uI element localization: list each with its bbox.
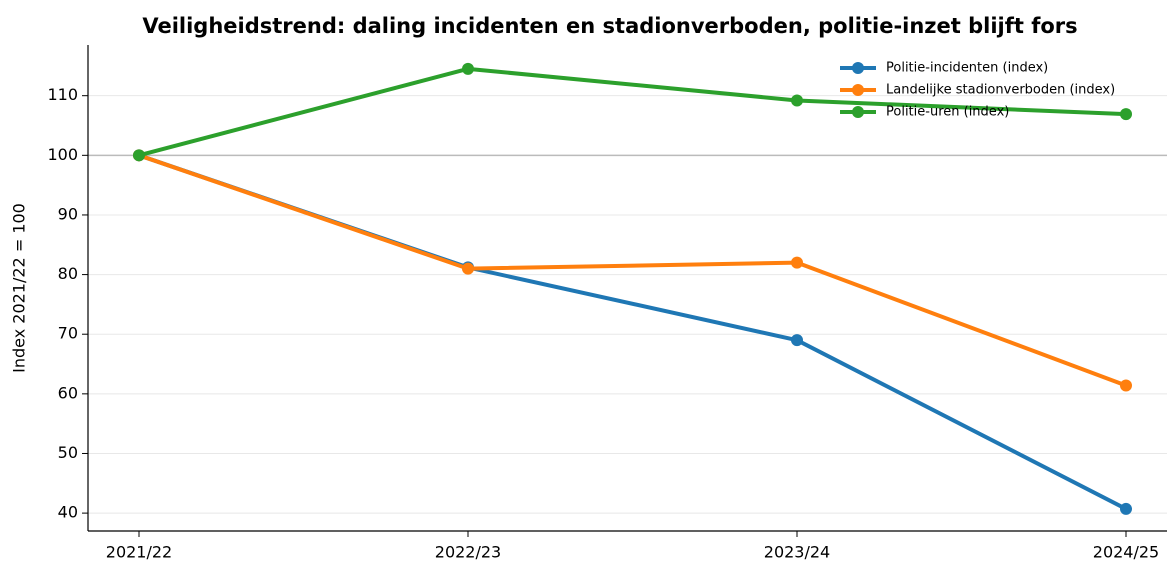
y-tick-label: 110: [47, 85, 78, 104]
y-tick-label: 100: [47, 145, 78, 164]
series-line: [138, 153, 1127, 388]
data-point: [1120, 108, 1132, 121]
data-point: [791, 94, 803, 107]
legend-label: Politie-incidenten (index): [886, 61, 1048, 76]
legend-label: Landelijke stadionverboden (index): [886, 83, 1115, 98]
data-point: [791, 334, 803, 347]
y-tick-label: 40: [58, 503, 78, 522]
y-tick-label: 80: [58, 264, 78, 283]
y-axis-label: Index 2021/22 = 100: [10, 203, 29, 373]
legend-label: Politie-uren (index): [886, 105, 1009, 120]
series-line: [138, 66, 1127, 158]
y-tick-label: 90: [58, 204, 78, 223]
y-tick-label: 60: [58, 383, 78, 402]
x-tick-label: 2023/24: [764, 543, 830, 562]
data-point: [791, 256, 803, 269]
x-tick-label: 2024/25: [1093, 543, 1159, 562]
y-tick-label: 50: [58, 443, 78, 462]
legend-marker: [852, 106, 864, 118]
data-point: [133, 149, 145, 162]
data-point: [462, 262, 474, 275]
chart-title: Veiligheidstrend: daling incidenten en s…: [142, 14, 1077, 38]
legend-marker: [852, 62, 864, 74]
x-tick-label: 2022/23: [435, 543, 501, 562]
x-tick-label: 2021/22: [106, 543, 172, 562]
data-point: [462, 62, 474, 75]
data-point: [1120, 502, 1132, 515]
y-tick-label: 70: [58, 324, 78, 343]
data-point: [1120, 379, 1132, 392]
legend-marker: [852, 84, 864, 96]
